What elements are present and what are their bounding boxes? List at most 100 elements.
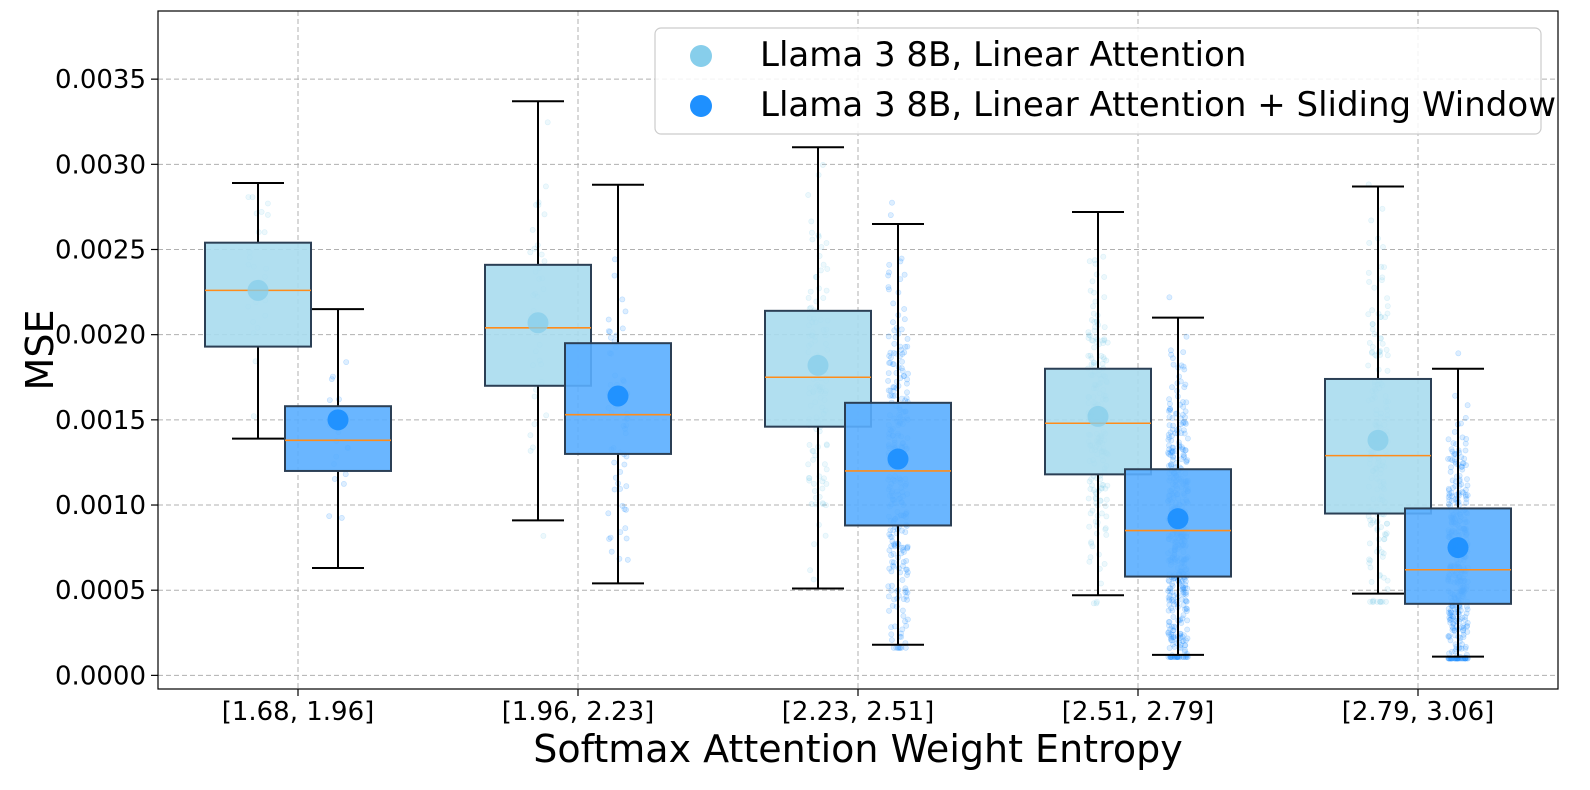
- data-point: [1181, 632, 1187, 638]
- data-point: [619, 325, 626, 332]
- data-point: [888, 543, 895, 550]
- data-point: [888, 624, 894, 631]
- data-point: [808, 218, 815, 225]
- data-point: [1169, 415, 1176, 421]
- y-tick-label: 0.0000: [55, 661, 146, 691]
- data-point: [1165, 630, 1172, 636]
- data-point: [885, 387, 892, 394]
- data-point: [886, 565, 893, 572]
- x-tick-label: [1.68, 1.96]: [222, 697, 375, 727]
- data-point: [886, 607, 892, 614]
- mean-marker: [1167, 508, 1189, 530]
- data-point: [807, 288, 814, 295]
- data-point: [820, 501, 826, 507]
- data-point: [897, 644, 903, 651]
- data-point: [1379, 205, 1386, 212]
- data-point: [1381, 536, 1387, 543]
- data-point: [1448, 446, 1455, 453]
- data-point: [1379, 277, 1385, 283]
- data-point: [1165, 577, 1172, 584]
- data-point: [1087, 554, 1094, 561]
- data-point: [885, 583, 892, 590]
- legend: Llama 3 8B, Linear Attention Llama 3 8B,…: [654, 27, 1556, 135]
- data-point: [1099, 510, 1105, 517]
- box-group: [284, 308, 392, 570]
- data-point: [901, 373, 907, 379]
- data-point: [1384, 310, 1391, 317]
- data-point: [1181, 648, 1188, 655]
- data-point: [1383, 598, 1389, 605]
- data-point: [1447, 637, 1454, 644]
- data-point: [1169, 444, 1176, 451]
- data-point: [1166, 597, 1172, 604]
- x-tick-label: [2.23, 2.51]: [782, 697, 935, 727]
- data-point: [805, 461, 812, 468]
- data-point: [904, 572, 910, 578]
- data-point: [889, 199, 895, 206]
- data-point: [1101, 294, 1108, 300]
- data-point: [529, 226, 536, 233]
- data-point: [1167, 585, 1174, 592]
- data-point: [1102, 485, 1109, 492]
- data-point: [1447, 502, 1454, 509]
- data-point: [1464, 492, 1471, 499]
- legend-label-linear-attention: Llama 3 8B, Linear Attention: [760, 35, 1246, 75]
- data-point: [1183, 458, 1190, 464]
- data-point: [1450, 613, 1457, 620]
- data-point: [1166, 446, 1173, 453]
- data-point: [1183, 608, 1190, 614]
- data-point: [1098, 580, 1104, 587]
- data-point: [890, 300, 897, 307]
- data-point: [245, 194, 252, 200]
- data-point: [901, 549, 907, 555]
- data-point: [1092, 324, 1098, 330]
- data-point: [823, 466, 830, 473]
- data-point: [1168, 631, 1175, 638]
- data-point: [1102, 526, 1109, 533]
- data-point: [621, 461, 628, 468]
- data-point: [1183, 591, 1189, 598]
- data-point: [1452, 632, 1458, 639]
- data-point: [888, 587, 895, 594]
- data-point: [890, 384, 897, 390]
- data-point: [1165, 431, 1172, 438]
- data-point: [1170, 627, 1177, 634]
- data-point: [1462, 493, 1469, 500]
- data-point: [1166, 578, 1173, 585]
- data-point: [903, 395, 910, 402]
- data-point: [1369, 321, 1376, 328]
- data-point: [905, 616, 911, 623]
- data-point: [1088, 540, 1095, 547]
- x-tick-label: [2.79, 3.06]: [1342, 697, 1495, 727]
- data-point: [1086, 332, 1092, 338]
- data-point: [819, 500, 826, 506]
- data-point: [1165, 450, 1172, 457]
- data-point: [1168, 447, 1175, 454]
- data-point: [1182, 414, 1188, 421]
- data-point: [1374, 598, 1381, 605]
- data-point: [1446, 492, 1453, 499]
- data-point: [1181, 366, 1188, 373]
- data-point: [822, 532, 829, 539]
- data-point: [1166, 602, 1173, 608]
- data-point: [810, 448, 817, 455]
- data-point: [900, 563, 906, 569]
- data-point: [1182, 578, 1189, 585]
- data-point: [1183, 637, 1189, 644]
- data-point: [1100, 482, 1107, 488]
- data-point: [1088, 539, 1094, 545]
- data-point: [1463, 610, 1470, 617]
- data-point: [885, 377, 891, 384]
- data-point: [1446, 501, 1452, 508]
- data-point: [1104, 482, 1111, 489]
- data-point: [887, 387, 894, 394]
- data-point: [1090, 337, 1096, 344]
- data-point: [1449, 613, 1455, 619]
- data-point: [891, 350, 897, 356]
- x-tick-label: [1.96, 2.23]: [502, 697, 655, 727]
- data-point: [1085, 335, 1092, 341]
- data-point: [1460, 489, 1467, 496]
- data-point: [1166, 442, 1172, 449]
- data-point: [823, 287, 830, 294]
- data-point: [1169, 607, 1176, 614]
